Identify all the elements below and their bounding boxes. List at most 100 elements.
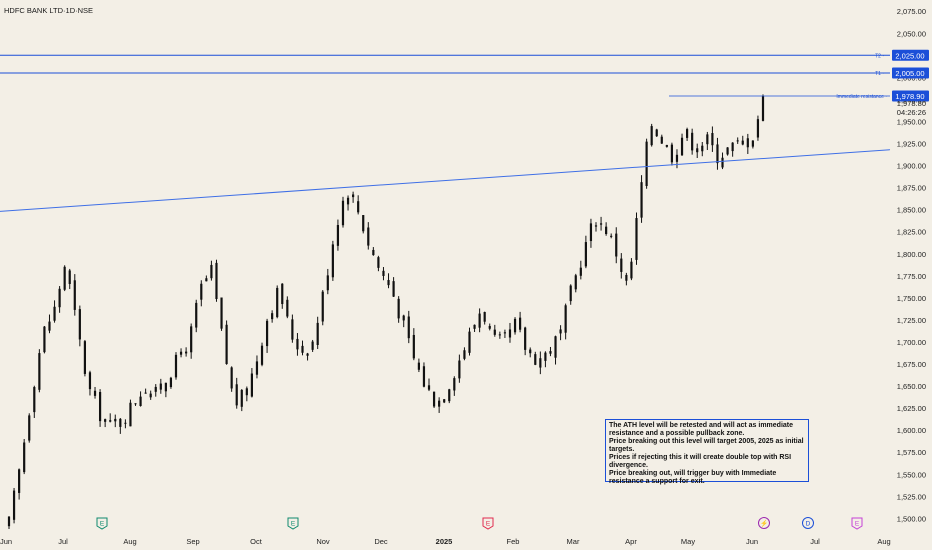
candle-body xyxy=(534,354,537,365)
event-marker-icon: E xyxy=(291,521,296,528)
candle-body xyxy=(144,392,147,394)
x-tick-label: Aug xyxy=(877,537,890,546)
candle-body xyxy=(594,225,598,227)
candle-body xyxy=(443,399,446,403)
candle-body xyxy=(716,144,719,164)
candle-body xyxy=(412,334,415,359)
earnings-marker xyxy=(482,517,494,530)
candle-body xyxy=(478,313,481,328)
candle-body xyxy=(544,352,547,361)
candle-body xyxy=(448,389,451,402)
y-tick-label: 1,950.00 xyxy=(897,117,926,126)
note-line: Price breaking out, will trigger buy wit… xyxy=(609,470,777,485)
earnings-marker xyxy=(287,517,299,530)
candle-body xyxy=(640,182,643,218)
level-label: Immediate resistance · xyxy=(836,94,887,100)
candle-body xyxy=(210,264,213,279)
x-tick-label: Jun xyxy=(0,537,12,546)
candle-body xyxy=(407,316,410,339)
candle-body xyxy=(453,378,456,391)
candle-body xyxy=(432,391,436,407)
candle-body xyxy=(498,334,501,336)
candle-body xyxy=(271,313,274,320)
candle-body xyxy=(195,302,198,328)
candle-body xyxy=(670,144,674,163)
candle-body xyxy=(503,332,507,334)
candle-body xyxy=(119,418,122,427)
y-tick-label: 1,875.00 xyxy=(897,184,926,193)
candle-body xyxy=(610,235,613,237)
x-tick-label: Nov xyxy=(316,537,330,546)
price-label: 1,978.90 xyxy=(895,92,924,101)
level-label: T1 · xyxy=(875,71,884,77)
symbol-name: HDFC BANK LTD xyxy=(4,6,64,15)
candle-body xyxy=(513,318,517,333)
candle-body xyxy=(260,345,264,365)
candle-body xyxy=(7,516,11,527)
candle-body xyxy=(341,200,345,226)
candle-body xyxy=(367,227,370,246)
candle-body xyxy=(645,141,648,187)
candle-body xyxy=(402,315,405,321)
candle-body xyxy=(18,469,21,493)
candle-body xyxy=(321,291,324,322)
y-tick-label: 1,625.00 xyxy=(897,404,926,413)
split-marker xyxy=(758,517,770,529)
trendline xyxy=(0,149,891,212)
price-label-bg xyxy=(892,49,929,61)
candle-body xyxy=(372,249,375,256)
candle-body xyxy=(559,329,562,334)
candle-body xyxy=(331,244,334,278)
candle-body xyxy=(215,262,218,300)
candle-body xyxy=(539,358,542,368)
x-tick-label: Jul xyxy=(58,537,68,546)
candle-body xyxy=(438,400,441,407)
candle-body xyxy=(240,389,243,407)
candle-body xyxy=(549,351,552,354)
candle-body xyxy=(660,136,663,144)
candle-body xyxy=(569,285,572,302)
candle-body xyxy=(43,326,46,353)
candle-body xyxy=(255,361,259,375)
candle-body xyxy=(422,366,426,387)
candle-body xyxy=(159,383,162,390)
candle-body xyxy=(635,218,638,260)
dividend-marker xyxy=(802,517,814,529)
candle-body xyxy=(701,145,704,152)
x-tick-label: Sep xyxy=(186,537,199,546)
candle-body xyxy=(68,270,71,284)
candle-body xyxy=(179,351,183,355)
candle-body xyxy=(190,326,193,353)
candle-body xyxy=(493,329,496,335)
y-tick-label: 1,800.00 xyxy=(897,250,926,259)
candle-body xyxy=(625,274,628,281)
candle-body xyxy=(483,311,486,322)
candle-body xyxy=(235,384,238,406)
candle-body xyxy=(185,351,188,354)
candle-body xyxy=(28,415,31,441)
candle-body xyxy=(650,126,653,146)
candle-body xyxy=(109,420,112,422)
x-tick-label: Oct xyxy=(250,537,263,546)
candle-body xyxy=(311,341,314,350)
candle-body xyxy=(397,298,400,319)
x-tick-label: Apr xyxy=(625,537,637,546)
x-tick-label: Mar xyxy=(567,537,580,546)
candle-body xyxy=(761,96,765,121)
candle-body xyxy=(33,387,36,413)
candle-body xyxy=(326,275,329,291)
candle-body xyxy=(706,134,709,145)
candle-body xyxy=(139,396,142,407)
x-tick-label: Dec xyxy=(374,537,388,546)
chart-header: HDFC BANK LTD · 1D · NSE xyxy=(4,6,94,15)
candle-body xyxy=(605,226,608,235)
candle-body xyxy=(554,336,557,358)
candle-body xyxy=(357,201,360,213)
candle-body xyxy=(655,129,658,137)
candle-body xyxy=(665,144,668,147)
event-marker-icon: E xyxy=(486,521,491,528)
candle-body xyxy=(746,138,749,148)
candle-body xyxy=(731,142,734,152)
